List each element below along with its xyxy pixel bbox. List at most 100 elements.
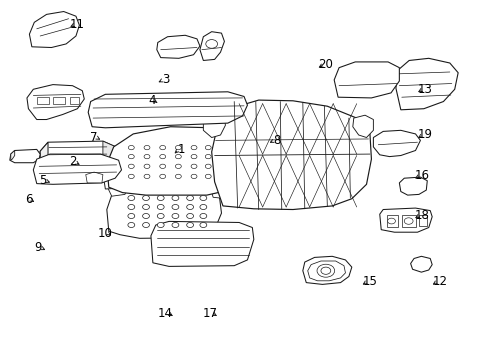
Text: 11: 11 [70,18,85,31]
Circle shape [144,174,150,179]
Circle shape [200,213,207,219]
Text: 14: 14 [158,307,173,320]
Circle shape [321,267,331,274]
Polygon shape [11,150,15,160]
Text: 2: 2 [69,156,76,168]
Polygon shape [151,221,254,266]
Circle shape [187,195,194,201]
Text: 9: 9 [34,241,42,254]
Text: 6: 6 [24,193,32,206]
Text: 17: 17 [202,307,217,320]
Circle shape [128,174,134,179]
Circle shape [128,145,134,150]
Circle shape [143,204,149,210]
Polygon shape [27,85,84,120]
Polygon shape [308,261,345,281]
Circle shape [191,174,197,179]
Circle shape [175,145,181,150]
Circle shape [205,145,211,150]
Text: 7: 7 [90,131,98,144]
Bar [37,97,49,104]
Polygon shape [212,100,371,210]
Circle shape [205,174,211,179]
Circle shape [157,204,164,210]
Text: 12: 12 [433,275,447,288]
Circle shape [144,145,150,150]
Polygon shape [157,35,200,58]
Polygon shape [399,177,427,195]
Polygon shape [33,154,122,184]
Text: 10: 10 [98,227,113,240]
Circle shape [404,218,413,224]
Circle shape [143,213,149,219]
Circle shape [172,204,179,210]
Circle shape [205,164,211,168]
Text: 13: 13 [418,83,433,96]
Circle shape [175,174,181,179]
Circle shape [187,222,194,228]
Text: 5: 5 [39,174,47,187]
Circle shape [144,154,150,159]
Polygon shape [88,92,247,128]
Circle shape [191,164,197,168]
Circle shape [205,154,211,159]
Polygon shape [86,172,103,183]
Circle shape [200,204,207,210]
Circle shape [128,154,134,159]
Polygon shape [29,12,79,48]
Circle shape [172,213,179,219]
Circle shape [187,213,194,219]
Polygon shape [39,141,118,168]
Circle shape [128,195,135,201]
Text: 8: 8 [273,134,281,147]
Circle shape [160,174,166,179]
Text: 20: 20 [318,58,333,71]
Bar [402,215,416,227]
Bar [387,215,398,227]
Polygon shape [107,127,249,195]
Circle shape [200,195,207,201]
Circle shape [128,164,134,168]
Polygon shape [211,186,230,199]
Circle shape [191,145,197,150]
Circle shape [175,164,181,168]
Polygon shape [200,32,224,60]
Circle shape [160,145,166,150]
Text: 1: 1 [177,143,185,156]
Bar [70,97,79,104]
Polygon shape [108,184,127,196]
Polygon shape [40,142,48,166]
Circle shape [187,204,194,210]
Text: 4: 4 [148,94,156,107]
Polygon shape [303,256,352,284]
Circle shape [157,213,164,219]
Circle shape [388,218,395,224]
Polygon shape [373,130,420,157]
Circle shape [175,154,181,159]
Circle shape [128,204,135,210]
Polygon shape [104,174,136,189]
Polygon shape [411,256,432,272]
Polygon shape [10,149,40,163]
Circle shape [317,264,335,277]
Circle shape [200,222,207,228]
Polygon shape [334,62,399,98]
Circle shape [128,213,135,219]
Circle shape [160,164,166,168]
Text: 16: 16 [415,169,430,182]
Circle shape [143,195,149,201]
Circle shape [143,222,149,228]
Circle shape [157,222,164,228]
Polygon shape [103,141,118,167]
Circle shape [144,164,150,168]
Circle shape [206,40,218,48]
Circle shape [128,222,135,228]
Text: 19: 19 [418,129,433,141]
Circle shape [172,222,179,228]
Polygon shape [353,115,373,138]
Bar [419,215,427,226]
Circle shape [157,195,164,201]
Polygon shape [203,114,225,138]
Text: 3: 3 [162,73,170,86]
Circle shape [160,154,166,159]
